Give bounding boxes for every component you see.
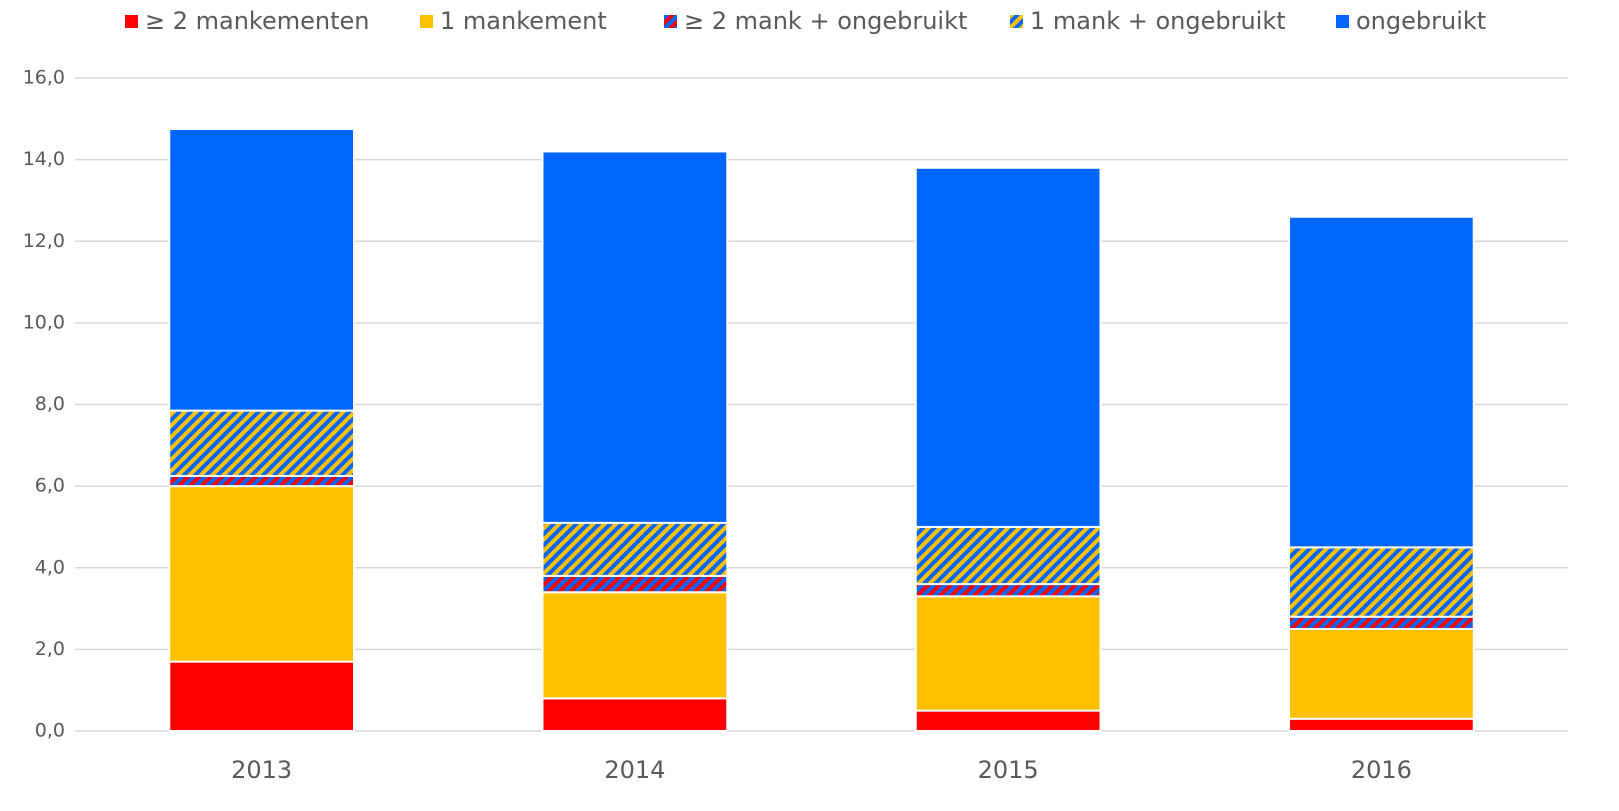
x-tick-label: 2014 [604, 756, 665, 784]
legend-swatch [420, 15, 433, 28]
x-tick-label: 2016 [1351, 756, 1412, 784]
y-tick-label: 14,0 [23, 148, 65, 170]
bar-segment [1287, 546, 1475, 618]
bar-segment [914, 525, 1102, 586]
bar-segment [168, 128, 356, 412]
x-tick-label: 2015 [978, 756, 1039, 784]
bar-segment [914, 595, 1102, 712]
bar-segment [1287, 627, 1475, 720]
y-tick-label: 16,0 [23, 67, 65, 89]
y-tick-label: 8,0 [35, 393, 65, 415]
bar-segment [914, 166, 1102, 528]
legend-swatch [664, 15, 677, 28]
y-tick-label: 6,0 [35, 475, 65, 497]
y-tick-label: 2,0 [35, 638, 65, 660]
legend-swatch [1010, 15, 1023, 28]
bar-segment [541, 697, 729, 732]
bar-segment [541, 150, 729, 524]
y-tick-label: 12,0 [23, 230, 65, 252]
bar-segment [541, 591, 729, 700]
bar-segment [541, 574, 729, 594]
legend-label: 1 mankement [440, 7, 607, 35]
legend-swatch [125, 15, 138, 28]
y-tick-label: 10,0 [23, 311, 65, 333]
y-tick-label: 4,0 [35, 556, 65, 578]
bar-segment [168, 474, 356, 488]
bar-segment [1287, 615, 1475, 630]
bar-segment [168, 485, 356, 663]
legend-label: ≥ 2 mankementen [145, 7, 369, 35]
bar-segment [168, 660, 356, 733]
legend-label: ongebruikt [1356, 7, 1486, 35]
legend-label: ≥ 2 mank + ongebruikt [684, 7, 967, 35]
bar-segment [914, 709, 1102, 732]
bar-segment [168, 409, 356, 477]
bar-segment [1287, 215, 1475, 549]
bar-segment [914, 583, 1102, 598]
bar-segment [541, 521, 729, 577]
bar-segment [1287, 717, 1475, 732]
legend-label: 1 mank + ongebruikt [1030, 7, 1286, 35]
legend-swatch [1336, 15, 1349, 28]
x-tick-label: 2013 [231, 756, 292, 784]
y-tick-label: 0,0 [35, 720, 65, 742]
